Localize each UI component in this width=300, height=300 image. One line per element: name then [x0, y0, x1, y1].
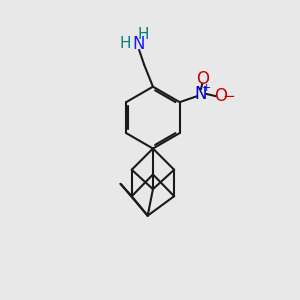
Text: −: − [223, 89, 236, 104]
Text: N: N [195, 85, 207, 103]
Text: H: H [120, 37, 131, 52]
Text: H: H [137, 27, 149, 42]
Text: N: N [132, 35, 145, 53]
Text: +: + [202, 83, 212, 93]
Text: O: O [196, 70, 209, 88]
Text: O: O [214, 87, 227, 105]
